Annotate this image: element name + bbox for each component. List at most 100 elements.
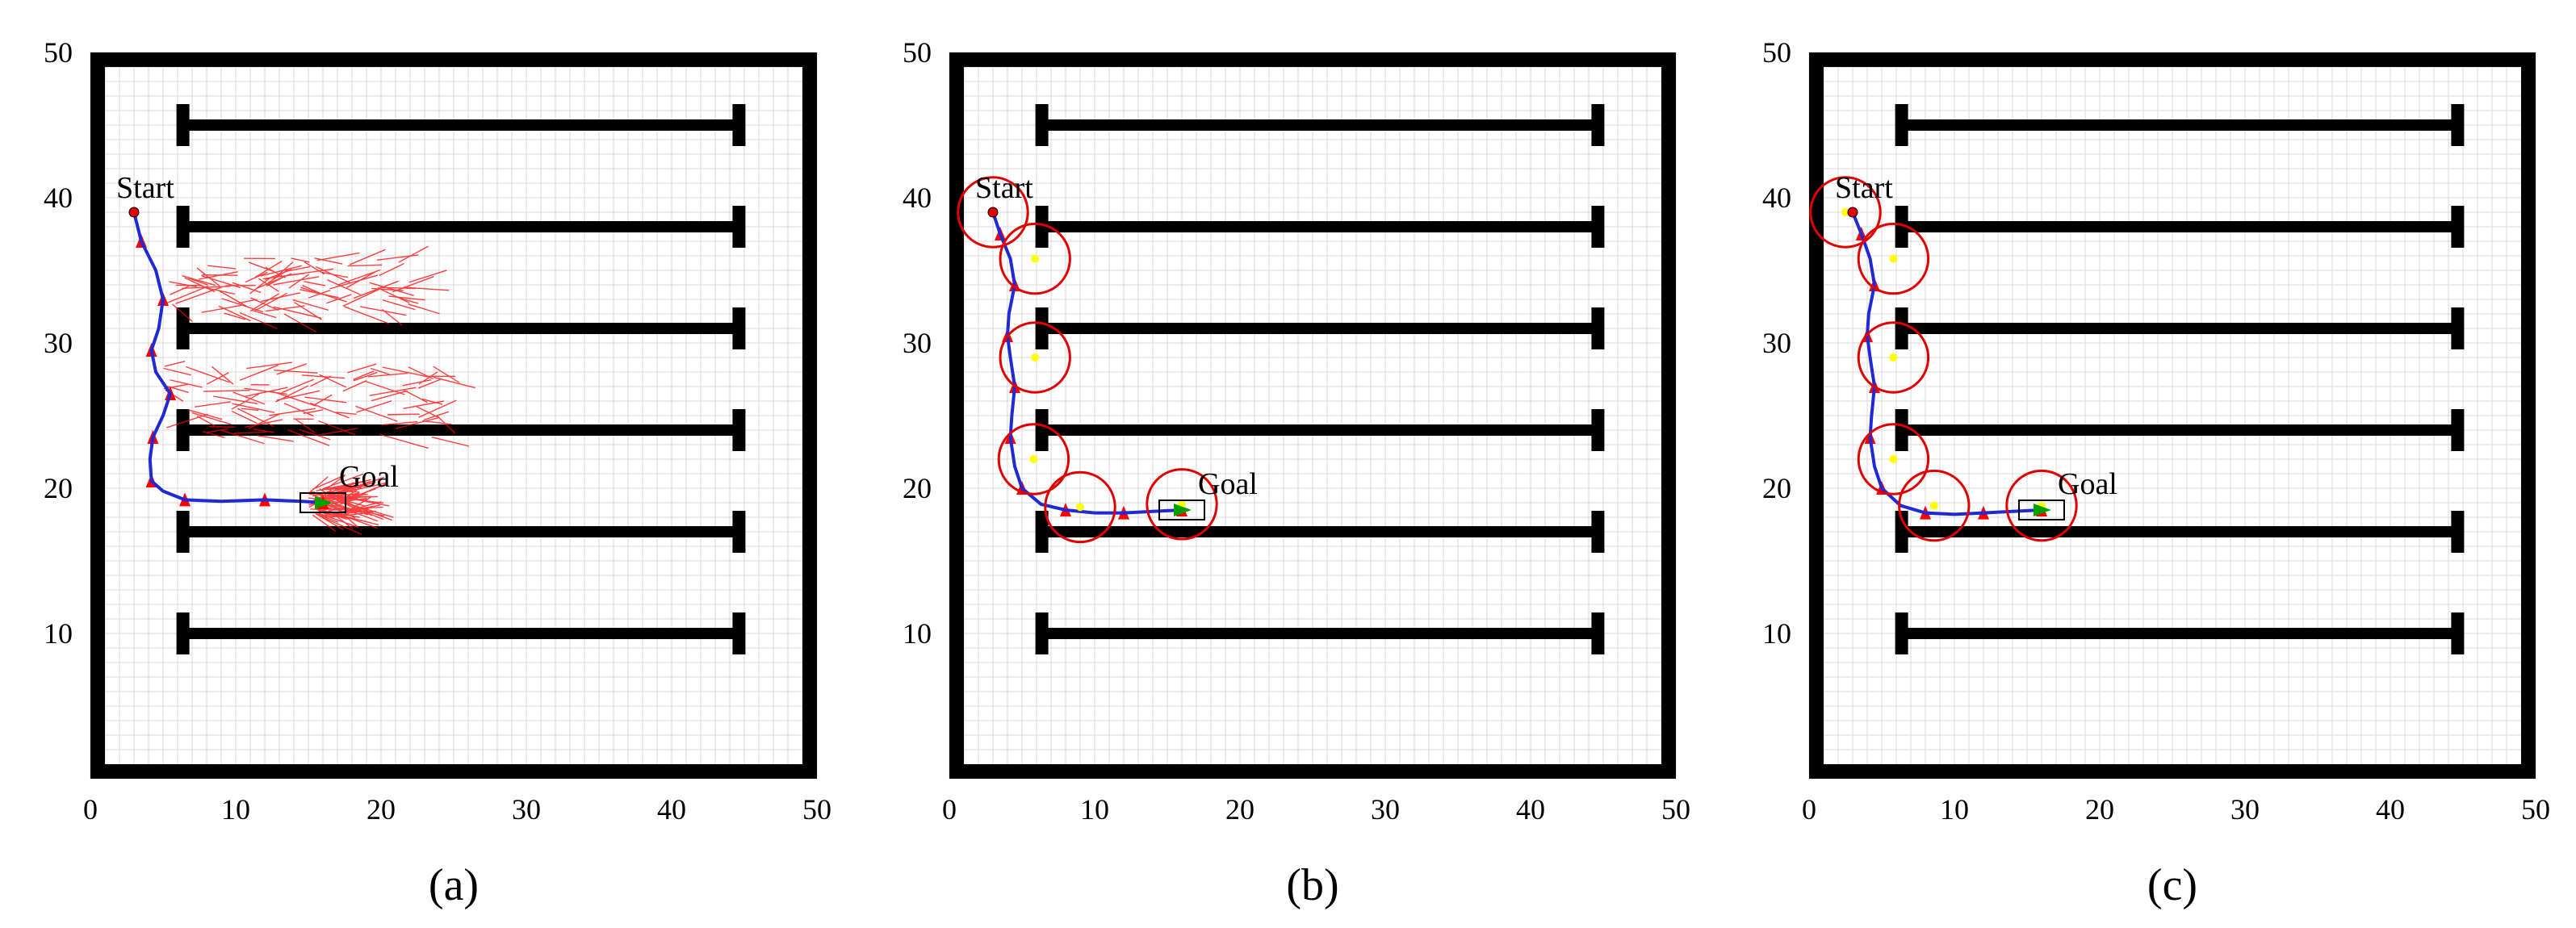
sample-trajectory bbox=[283, 313, 317, 332]
shelf-cap-right bbox=[732, 104, 746, 146]
panel-2: Start Goal 0 10 20 30 40 50 10 20 30 40 50 (b) bbox=[903, 36, 1690, 910]
waypoint-dot bbox=[1076, 503, 1084, 512]
x-tick-label: 20 bbox=[367, 793, 396, 826]
sample-trajectory bbox=[342, 380, 367, 392]
sample-trajectory bbox=[315, 513, 344, 531]
sample-trajectory bbox=[331, 512, 354, 529]
x-tick-label: 50 bbox=[2521, 793, 2550, 826]
shelf-cap-left bbox=[176, 409, 190, 451]
sample-trajectory bbox=[294, 301, 322, 320]
grid bbox=[90, 52, 818, 780]
sample-trajectory bbox=[415, 405, 439, 419]
sample-trajectory bbox=[182, 274, 216, 286]
shelf-cap-left bbox=[1035, 104, 1049, 146]
y-tick-label: 50 bbox=[903, 36, 932, 69]
sample-trajectory bbox=[369, 282, 414, 296]
shelf-bar bbox=[180, 424, 742, 436]
x-tick-label: 20 bbox=[2085, 793, 2114, 826]
sample-trajectory bbox=[379, 433, 429, 449]
sample-trajectory bbox=[323, 512, 367, 523]
sample-trajectory bbox=[198, 271, 238, 280]
planned-path bbox=[991, 211, 1183, 515]
sample-trajectory bbox=[172, 303, 193, 322]
sample-trajectory bbox=[195, 401, 231, 408]
shelf-cap-right bbox=[1591, 409, 1605, 451]
safety-circle bbox=[1857, 321, 1930, 394]
y-tick-label: 30 bbox=[903, 327, 932, 359]
sample-trajectory bbox=[368, 372, 408, 378]
sample-trajectory bbox=[342, 288, 380, 307]
sample-trajectory bbox=[353, 370, 375, 381]
x-tick-label: 0 bbox=[942, 793, 957, 826]
sample-trajectory bbox=[276, 363, 307, 375]
sample-trajectory bbox=[433, 376, 475, 389]
shelf-cap-right bbox=[2451, 409, 2465, 451]
x-tick-label: 50 bbox=[802, 793, 831, 826]
grid bbox=[1808, 52, 2536, 780]
shelf-cap-right bbox=[1591, 104, 1605, 146]
y-tick-label: 20 bbox=[903, 472, 932, 504]
sample-trajectory bbox=[218, 290, 249, 308]
sample-trajectory bbox=[170, 379, 203, 388]
shelf-bar bbox=[180, 526, 742, 537]
sample-trajectory bbox=[376, 254, 419, 261]
sample-cluster bbox=[163, 361, 475, 449]
sample-trajectory bbox=[371, 287, 404, 291]
shelf-bar bbox=[1899, 424, 2461, 436]
sample-trajectory bbox=[244, 419, 283, 428]
safety-circle bbox=[1857, 222, 1930, 295]
safety-circle bbox=[2005, 469, 2078, 542]
sample-trajectory bbox=[437, 415, 456, 434]
sample-trajectory bbox=[388, 295, 425, 301]
grid bbox=[949, 52, 1677, 780]
sample-trajectory bbox=[433, 366, 460, 383]
goal-label: Goal bbox=[1198, 467, 1258, 501]
sample-trajectory bbox=[395, 416, 439, 429]
sample-trajectory bbox=[232, 391, 266, 405]
sample-trajectory bbox=[251, 309, 277, 319]
shelf-cap-right bbox=[732, 511, 746, 553]
goal-label: Goal bbox=[339, 460, 399, 494]
safety-circle bbox=[1809, 176, 1882, 249]
sample-trajectory bbox=[163, 286, 209, 305]
shelf-bar bbox=[180, 628, 742, 639]
safety-circle bbox=[999, 321, 1071, 394]
shelf-cap-right bbox=[1591, 612, 1605, 654]
wall-right bbox=[802, 52, 817, 779]
sample-trajectory bbox=[365, 380, 405, 395]
shelf-cap-left bbox=[1035, 206, 1049, 248]
sample-trajectory bbox=[295, 419, 316, 434]
sample-trajectory bbox=[417, 378, 442, 389]
sample-cluster bbox=[163, 245, 450, 332]
sample-trajectory bbox=[315, 508, 360, 518]
shelf-cap-left bbox=[1895, 511, 1908, 553]
sample-trajectory bbox=[353, 280, 399, 299]
start-label: Start bbox=[116, 171, 174, 205]
waypoint-dot bbox=[1841, 208, 1849, 216]
x-tick-label: 0 bbox=[83, 793, 98, 826]
sample-trajectory bbox=[249, 277, 270, 295]
x-tick-label: 20 bbox=[1225, 793, 1254, 826]
wall-bottom bbox=[90, 764, 817, 779]
start-marker bbox=[987, 207, 999, 218]
sample-trajectory bbox=[292, 299, 329, 311]
x-tick-label: 50 bbox=[1661, 793, 1690, 826]
sample-trajectory bbox=[309, 402, 350, 419]
shelf-cap-left bbox=[1895, 409, 1908, 451]
sample-trajectory bbox=[304, 281, 326, 286]
sample-trajectory bbox=[221, 429, 265, 445]
sample-trajectory bbox=[176, 284, 203, 286]
sample-trajectory bbox=[299, 428, 331, 441]
goal-vehicle bbox=[2018, 500, 2065, 520]
shelf-bar bbox=[1899, 526, 2461, 537]
sample-trajectory bbox=[349, 249, 386, 265]
sample-trajectory bbox=[184, 277, 216, 293]
sample-trajectory bbox=[341, 497, 367, 503]
sample-trajectory bbox=[314, 257, 343, 265]
sample-trajectory bbox=[163, 367, 191, 376]
safety-circle bbox=[1146, 468, 1218, 541]
sample-trajectory bbox=[317, 427, 358, 437]
sample-trajectory bbox=[241, 408, 259, 412]
sample-trajectory bbox=[318, 420, 356, 436]
x-tick-label: 10 bbox=[221, 793, 250, 826]
